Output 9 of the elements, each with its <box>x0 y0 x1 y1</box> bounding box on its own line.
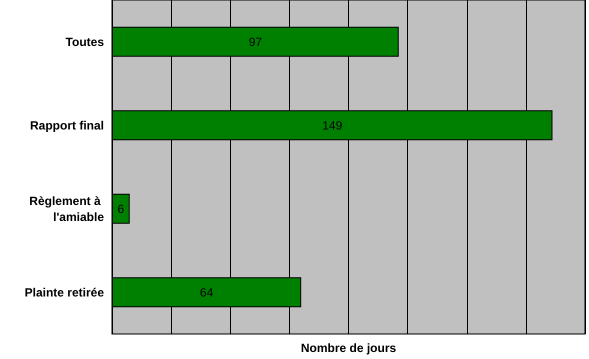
data-label: 64 <box>200 285 214 300</box>
y-tick-label: Rapport final <box>30 118 104 132</box>
data-label: 149 <box>322 118 343 132</box>
y-tick-label: Plainte retirée <box>24 285 104 300</box>
data-label: 6 <box>118 202 125 216</box>
data-label: 97 <box>248 34 262 49</box>
y-tick-label: Règlement à l'amiable <box>29 194 104 224</box>
y-tick-label: Toutes <box>66 34 104 49</box>
x-axis-title: Nombre de jours <box>300 341 396 355</box>
